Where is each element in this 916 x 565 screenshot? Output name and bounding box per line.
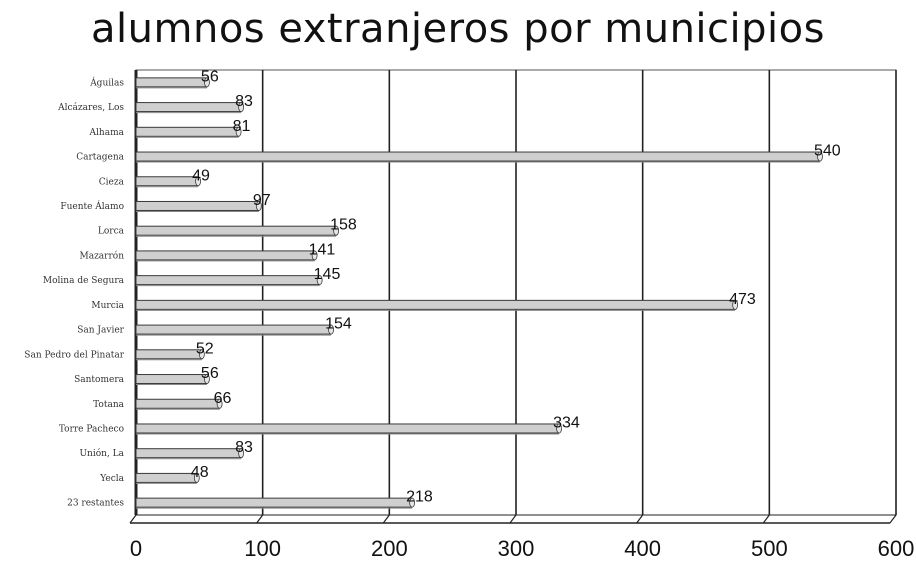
- value-label: 218: [406, 489, 433, 506]
- category-label: Fuente Álamo: [60, 200, 124, 212]
- category-label: Murcia: [91, 301, 124, 311]
- bar: [135, 398, 221, 409]
- bar-cap: [216, 398, 223, 409]
- bar-cap: [204, 374, 210, 384]
- value-label: 66: [214, 390, 232, 407]
- bar: [135, 176, 199, 187]
- value-label: 145: [314, 266, 341, 283]
- bar: [135, 374, 208, 385]
- tick-mark: [129, 514, 137, 524]
- value-label: 473: [729, 291, 756, 308]
- x-tick-label: 300: [498, 536, 535, 561]
- category-label: Mazarrón: [79, 250, 124, 261]
- category-label: Unión, La: [79, 448, 124, 459]
- bar-cap: [193, 473, 200, 483]
- bar-cap: [238, 102, 245, 112]
- bar: [135, 448, 242, 459]
- bar-cap: [238, 448, 245, 459]
- value-label: 154: [325, 316, 352, 333]
- bar-cap: [817, 151, 823, 162]
- bar-cap: [311, 250, 318, 261]
- bar: [135, 324, 332, 335]
- bar-cap: [732, 299, 739, 310]
- category-label: Águilas: [89, 76, 124, 88]
- bar-cap: [255, 201, 262, 211]
- bars: [135, 77, 823, 509]
- bar-cap: [195, 176, 201, 187]
- bar: [135, 299, 736, 310]
- bar: [135, 77, 208, 88]
- x-tick-label: 400: [624, 536, 661, 561]
- tick-mark: [382, 514, 390, 524]
- tick-mark: [889, 514, 897, 524]
- bar: [135, 102, 242, 113]
- bar-cap: [328, 324, 334, 335]
- value-label: 141: [309, 241, 336, 258]
- value-label: 56: [201, 365, 219, 382]
- tick-mark: [762, 514, 770, 524]
- bar-cap: [204, 77, 210, 88]
- x-tick-label: 200: [371, 536, 408, 561]
- labels: 0 100 200 300 400 500 600 Águilas 56 Alcázares, L…: [24, 68, 914, 561]
- category-label: Alhama: [89, 128, 125, 138]
- value-label: 83: [235, 93, 253, 110]
- value-label: 158: [330, 217, 357, 234]
- category-label: Totana: [93, 400, 125, 410]
- grid-lines: [129, 69, 897, 524]
- bar: [135, 472, 198, 483]
- bar: [135, 250, 316, 261]
- bar: [135, 349, 203, 360]
- bar: [135, 225, 337, 236]
- value-label: 49: [192, 167, 210, 184]
- x-tick-label: 600: [878, 536, 915, 561]
- value-label: 81: [233, 118, 251, 135]
- category-label: 23 restantes: [67, 499, 124, 509]
- category-label: Alcázares, Los: [57, 102, 124, 113]
- category-label: San Javier: [77, 326, 124, 336]
- chart-title: alumnos extranjeros por municipios: [91, 6, 825, 52]
- bar-cap: [556, 423, 562, 434]
- value-label: 540: [814, 143, 841, 160]
- bar: [135, 497, 413, 508]
- tick-mark: [636, 514, 644, 524]
- category-label: Cartagena: [76, 153, 124, 163]
- tick-mark: [256, 514, 264, 524]
- value-label: 334: [553, 414, 580, 431]
- category-label: Lorca: [98, 227, 125, 237]
- category-label: Molina de Segura: [43, 276, 125, 286]
- bar-cap: [333, 225, 340, 236]
- category-label: Torre Pacheco: [59, 424, 124, 434]
- value-label: 56: [201, 68, 219, 85]
- category-label: Santomera: [74, 375, 125, 385]
- category-label: Yecla: [99, 474, 124, 484]
- value-label: 52: [196, 340, 214, 357]
- bar-cap: [316, 275, 323, 286]
- x-tick-label: 100: [244, 536, 281, 561]
- bar: [135, 200, 260, 211]
- tick-mark: [509, 514, 517, 524]
- x-tick-label: 500: [751, 536, 788, 561]
- bar-cap: [235, 126, 242, 137]
- bar-cap: [409, 497, 416, 508]
- bar: [135, 275, 321, 286]
- value-label: 97: [253, 192, 271, 209]
- bar: [135, 423, 560, 434]
- bar-cap: [198, 349, 205, 360]
- x-tick-label: 0: [130, 536, 142, 561]
- value-label: 48: [191, 464, 209, 481]
- bar: [135, 151, 821, 162]
- category-label: San Pedro del Pinatar: [24, 350, 124, 360]
- category-label: Cieza: [99, 177, 125, 187]
- bar: [135, 126, 240, 137]
- value-label: 83: [235, 439, 253, 456]
